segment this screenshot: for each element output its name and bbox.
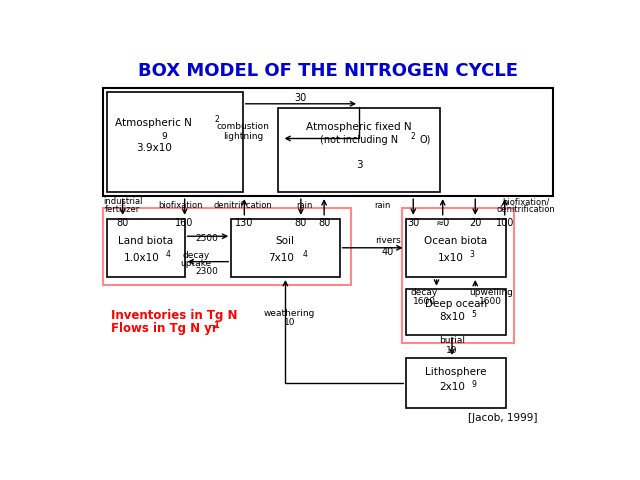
- Text: decay: decay: [182, 251, 210, 260]
- Text: [Jacob, 1999]: [Jacob, 1999]: [468, 413, 537, 423]
- Text: combustion: combustion: [216, 122, 269, 132]
- Bar: [107, 219, 184, 277]
- Text: 20: 20: [469, 218, 481, 228]
- Text: 9: 9: [140, 132, 168, 141]
- Text: 10: 10: [446, 346, 458, 355]
- Bar: [406, 288, 506, 335]
- Text: Atmospheric fixed N: Atmospheric fixed N: [306, 122, 412, 132]
- Text: burial: burial: [439, 336, 465, 346]
- Bar: [103, 208, 351, 285]
- Text: Inventories in Tg N: Inventories in Tg N: [111, 309, 237, 322]
- Bar: [107, 92, 243, 192]
- Text: lightning: lightning: [223, 132, 263, 142]
- Text: 1600: 1600: [479, 297, 502, 306]
- Text: Lithosphere: Lithosphere: [425, 367, 486, 377]
- Bar: [406, 219, 506, 277]
- Text: 100: 100: [495, 218, 514, 228]
- Text: ≈0: ≈0: [436, 218, 450, 228]
- Text: rain: rain: [296, 201, 313, 210]
- Text: 2500: 2500: [195, 234, 218, 243]
- Text: 40: 40: [381, 247, 394, 257]
- Bar: [103, 88, 553, 196]
- Text: biofixation: biofixation: [159, 201, 203, 210]
- Text: industrial: industrial: [103, 197, 142, 206]
- Bar: [406, 358, 506, 408]
- Text: 2300: 2300: [195, 267, 218, 276]
- Text: 160: 160: [175, 218, 194, 228]
- Text: 7x10: 7x10: [269, 253, 294, 263]
- Text: 1600: 1600: [413, 297, 436, 306]
- Text: 2: 2: [411, 132, 415, 142]
- Text: uptake: uptake: [180, 259, 212, 268]
- Text: rivers: rivers: [375, 236, 401, 245]
- Text: 9: 9: [471, 380, 476, 389]
- Text: 80: 80: [318, 218, 330, 228]
- Text: O): O): [419, 135, 431, 145]
- Text: 2: 2: [214, 116, 219, 124]
- Text: denitrification: denitrification: [496, 205, 555, 214]
- Text: 80: 80: [295, 218, 307, 228]
- Text: BOX MODEL OF THE NITROGEN CYCLE: BOX MODEL OF THE NITROGEN CYCLE: [138, 62, 518, 81]
- Text: 4: 4: [302, 250, 307, 259]
- Text: rain: rain: [374, 201, 390, 210]
- Text: 3: 3: [356, 160, 362, 170]
- Text: Soil: Soil: [276, 236, 295, 246]
- Text: (not including N: (not including N: [320, 135, 398, 145]
- Text: 5: 5: [471, 310, 476, 319]
- Text: 30: 30: [295, 93, 307, 103]
- Text: Land biota: Land biota: [118, 236, 173, 246]
- Bar: [278, 108, 440, 192]
- Text: 3.9x10: 3.9x10: [136, 144, 172, 154]
- Bar: [402, 208, 514, 343]
- Text: 30: 30: [407, 218, 419, 228]
- Text: Ocean biota: Ocean biota: [424, 236, 488, 246]
- Text: 10: 10: [284, 318, 295, 327]
- Text: 4: 4: [165, 250, 170, 259]
- Text: Flows in Tg N yr: Flows in Tg N yr: [111, 322, 218, 335]
- Text: weathering: weathering: [264, 309, 315, 318]
- Text: 8x10: 8x10: [439, 312, 465, 322]
- Text: fertilizer: fertilizer: [105, 205, 140, 214]
- Bar: [231, 219, 340, 277]
- Text: denitrification: denitrification: [213, 201, 272, 210]
- Text: −1: −1: [207, 321, 220, 330]
- Text: 1x10: 1x10: [438, 253, 463, 263]
- Text: 130: 130: [235, 218, 253, 228]
- Text: 2x10: 2x10: [439, 382, 465, 392]
- Text: upwelling: upwelling: [469, 288, 513, 297]
- Text: 3: 3: [470, 250, 475, 259]
- Text: 80: 80: [116, 218, 129, 228]
- Text: Deep ocean: Deep ocean: [425, 299, 487, 309]
- Text: 1.0x10: 1.0x10: [124, 253, 160, 263]
- Text: decay: decay: [410, 288, 438, 297]
- Text: Atmospheric N: Atmospheric N: [115, 118, 192, 128]
- Text: biofixation/: biofixation/: [502, 197, 549, 206]
